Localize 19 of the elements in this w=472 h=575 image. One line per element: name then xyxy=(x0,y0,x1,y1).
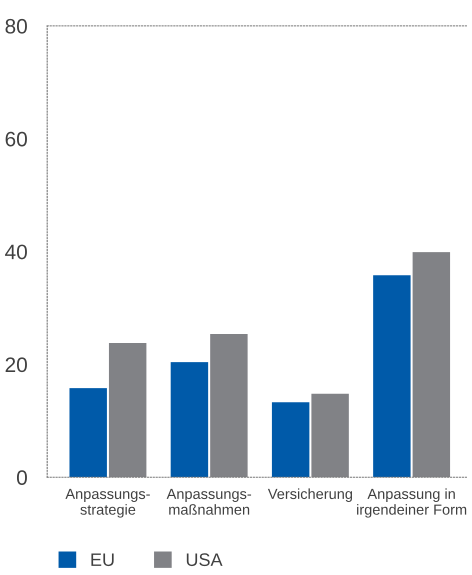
bar xyxy=(412,252,450,478)
x-tick-label: Anpassungs- maßnahmen xyxy=(166,488,252,515)
bar xyxy=(373,275,411,478)
y-tick-label: 40 xyxy=(5,244,27,260)
y-tick-label: 20 xyxy=(6,357,27,372)
x-tick-label: Versicherung xyxy=(268,488,352,502)
bar xyxy=(108,342,146,478)
x-tick-label: Anpassung in irgendeiner Form xyxy=(357,488,466,518)
bar xyxy=(311,394,349,478)
bar xyxy=(170,362,208,478)
legend-label: EU xyxy=(91,553,114,566)
y-tick-label: 80 xyxy=(5,18,27,34)
legend-label: USA xyxy=(186,553,223,566)
bar xyxy=(210,334,248,478)
y-tick-label: 60 xyxy=(6,132,27,146)
bar xyxy=(69,388,107,478)
x-tick-label: Anpassungs- strategie xyxy=(65,488,150,518)
y-tick-label: 0 xyxy=(16,470,27,486)
bar xyxy=(272,402,310,478)
